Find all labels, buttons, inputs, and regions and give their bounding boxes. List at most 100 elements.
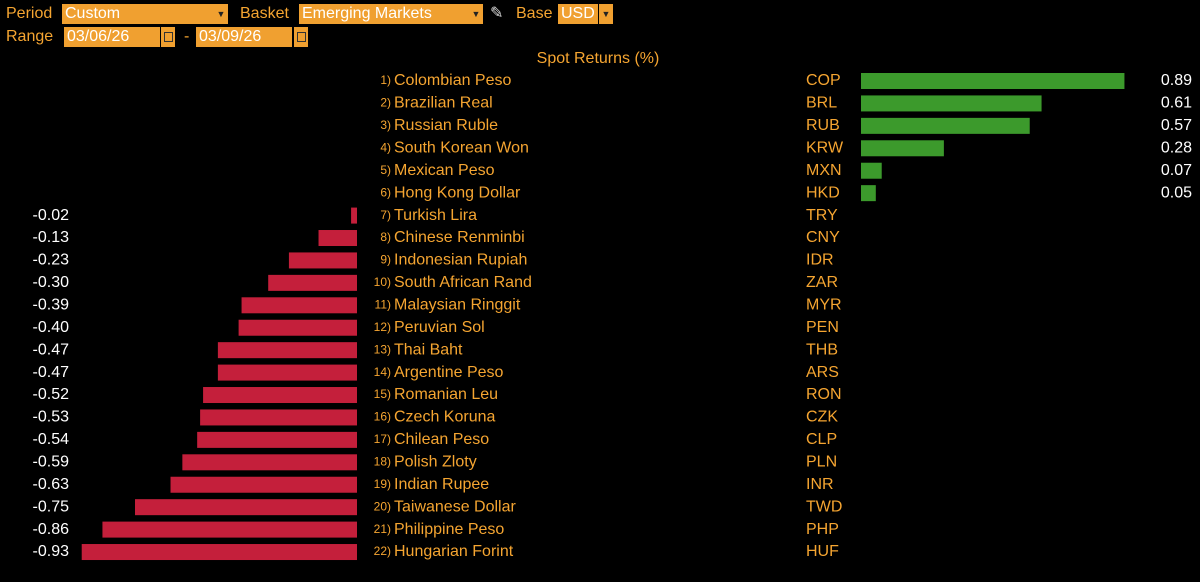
value-label: -0.47 xyxy=(33,341,70,358)
value-label: -0.59 xyxy=(33,454,70,471)
base-field[interactable]: USD xyxy=(558,4,598,24)
bar xyxy=(861,73,1125,89)
basket-label: Basket xyxy=(240,5,289,22)
code-label: KRW xyxy=(806,140,844,157)
value-label: -0.63 xyxy=(33,476,70,493)
category-label: Taiwanese Dollar xyxy=(394,498,517,515)
value-label: -0.86 xyxy=(33,521,70,538)
basket-dropdown[interactable]: ▼ xyxy=(469,4,483,24)
rank-label: 22) xyxy=(374,544,391,558)
bar xyxy=(135,499,357,516)
code-label: CZK xyxy=(806,409,838,426)
category-label: Hong Kong Dollar xyxy=(394,184,521,201)
category-label: South African Rand xyxy=(394,274,532,291)
bar xyxy=(182,454,357,471)
value-label: 0.07 xyxy=(1161,162,1192,179)
value-label: -0.93 xyxy=(33,543,70,560)
range-start-field[interactable]: 03/06/26 xyxy=(64,27,160,47)
rank-label: 4) xyxy=(380,140,391,154)
range-separator: - xyxy=(184,28,190,45)
code-label: CLP xyxy=(806,431,837,448)
base-dropdown[interactable]: ▼ xyxy=(599,4,613,24)
code-label: PLN xyxy=(806,454,837,471)
rank-label: 10) xyxy=(374,275,391,289)
code-label: PEN xyxy=(806,319,839,336)
category-label: Colombian Peso xyxy=(394,72,512,89)
bar xyxy=(241,297,357,314)
code-label: PHP xyxy=(806,521,839,538)
rank-label: 17) xyxy=(374,432,391,446)
category-label: Polish Zloty xyxy=(394,454,477,471)
category-label: Brazilian Real xyxy=(394,95,493,112)
value-label: -0.13 xyxy=(33,229,70,246)
rank-label: 3) xyxy=(380,118,391,132)
value-label: 0.28 xyxy=(1161,140,1192,157)
category-label: Russian Ruble xyxy=(394,117,498,134)
value-label: -0.53 xyxy=(33,409,70,426)
bar xyxy=(288,252,357,269)
bar xyxy=(861,117,1030,134)
value-label: 0.89 xyxy=(1161,72,1192,89)
code-label: INR xyxy=(806,476,834,493)
rank-label: 18) xyxy=(374,454,391,468)
value-label: -0.40 xyxy=(33,319,70,336)
bar xyxy=(861,95,1042,112)
period-field[interactable]: Custom xyxy=(62,4,214,24)
category-label: South Korean Won xyxy=(394,140,529,157)
rank-label: 8) xyxy=(380,230,391,244)
rank-label: 5) xyxy=(380,163,391,177)
code-label: MYR xyxy=(806,297,842,314)
rank-label: 9) xyxy=(380,253,391,267)
rank-label: 20) xyxy=(374,499,391,513)
bar xyxy=(170,476,357,493)
rank-label: 7) xyxy=(380,208,391,222)
bar xyxy=(217,364,357,381)
rank-label: 16) xyxy=(374,410,391,424)
code-label: IDR xyxy=(806,252,834,269)
bar xyxy=(268,274,357,291)
bar xyxy=(203,387,357,404)
category-label: Indian Rupee xyxy=(394,476,489,493)
period-dropdown[interactable]: ▼ xyxy=(214,4,228,24)
rank-label: 11) xyxy=(375,297,391,311)
rank-label: 2) xyxy=(380,96,391,110)
range-end-calendar[interactable] xyxy=(294,27,308,47)
rank-label: 6) xyxy=(380,185,391,199)
value-label: 0.61 xyxy=(1161,95,1192,112)
category-label: Turkish Lira xyxy=(394,207,477,224)
edit-icon[interactable]: ✎ xyxy=(490,5,504,22)
category-label: Peruvian Sol xyxy=(394,319,485,336)
rank-label: 1) xyxy=(380,73,391,87)
range-start-calendar[interactable] xyxy=(161,27,175,47)
category-label: Chinese Renminbi xyxy=(394,229,525,246)
basket-field[interactable]: Emerging Markets xyxy=(299,4,469,24)
bar xyxy=(861,185,876,202)
rank-label: 19) xyxy=(374,477,391,491)
rank-label: 13) xyxy=(374,342,391,356)
bar xyxy=(238,319,357,336)
category-label: Mexican Peso xyxy=(394,162,495,179)
category-label: Malaysian Ringgit xyxy=(394,297,521,314)
bar xyxy=(861,162,882,179)
code-label: COP xyxy=(806,72,841,89)
bar xyxy=(81,544,357,561)
code-label: RON xyxy=(806,386,842,403)
period-label: Period xyxy=(6,5,53,22)
code-label: CNY xyxy=(806,229,840,246)
bar xyxy=(102,521,357,538)
value-label: -0.47 xyxy=(33,364,70,381)
chart-title: Spot Returns (%) xyxy=(537,50,660,67)
category-label: Hungarian Forint xyxy=(394,543,514,560)
category-label: Argentine Peso xyxy=(394,364,504,381)
code-label: MXN xyxy=(806,162,842,179)
category-label: Philippine Peso xyxy=(394,521,504,538)
range-end-field[interactable]: 03/09/26 xyxy=(196,27,292,47)
bar xyxy=(217,342,357,359)
range-label: Range xyxy=(6,28,54,45)
category-label: Czech Koruna xyxy=(394,409,495,426)
base-label: Base xyxy=(516,5,553,22)
value-label: 0.05 xyxy=(1161,184,1192,201)
bar xyxy=(200,409,357,426)
